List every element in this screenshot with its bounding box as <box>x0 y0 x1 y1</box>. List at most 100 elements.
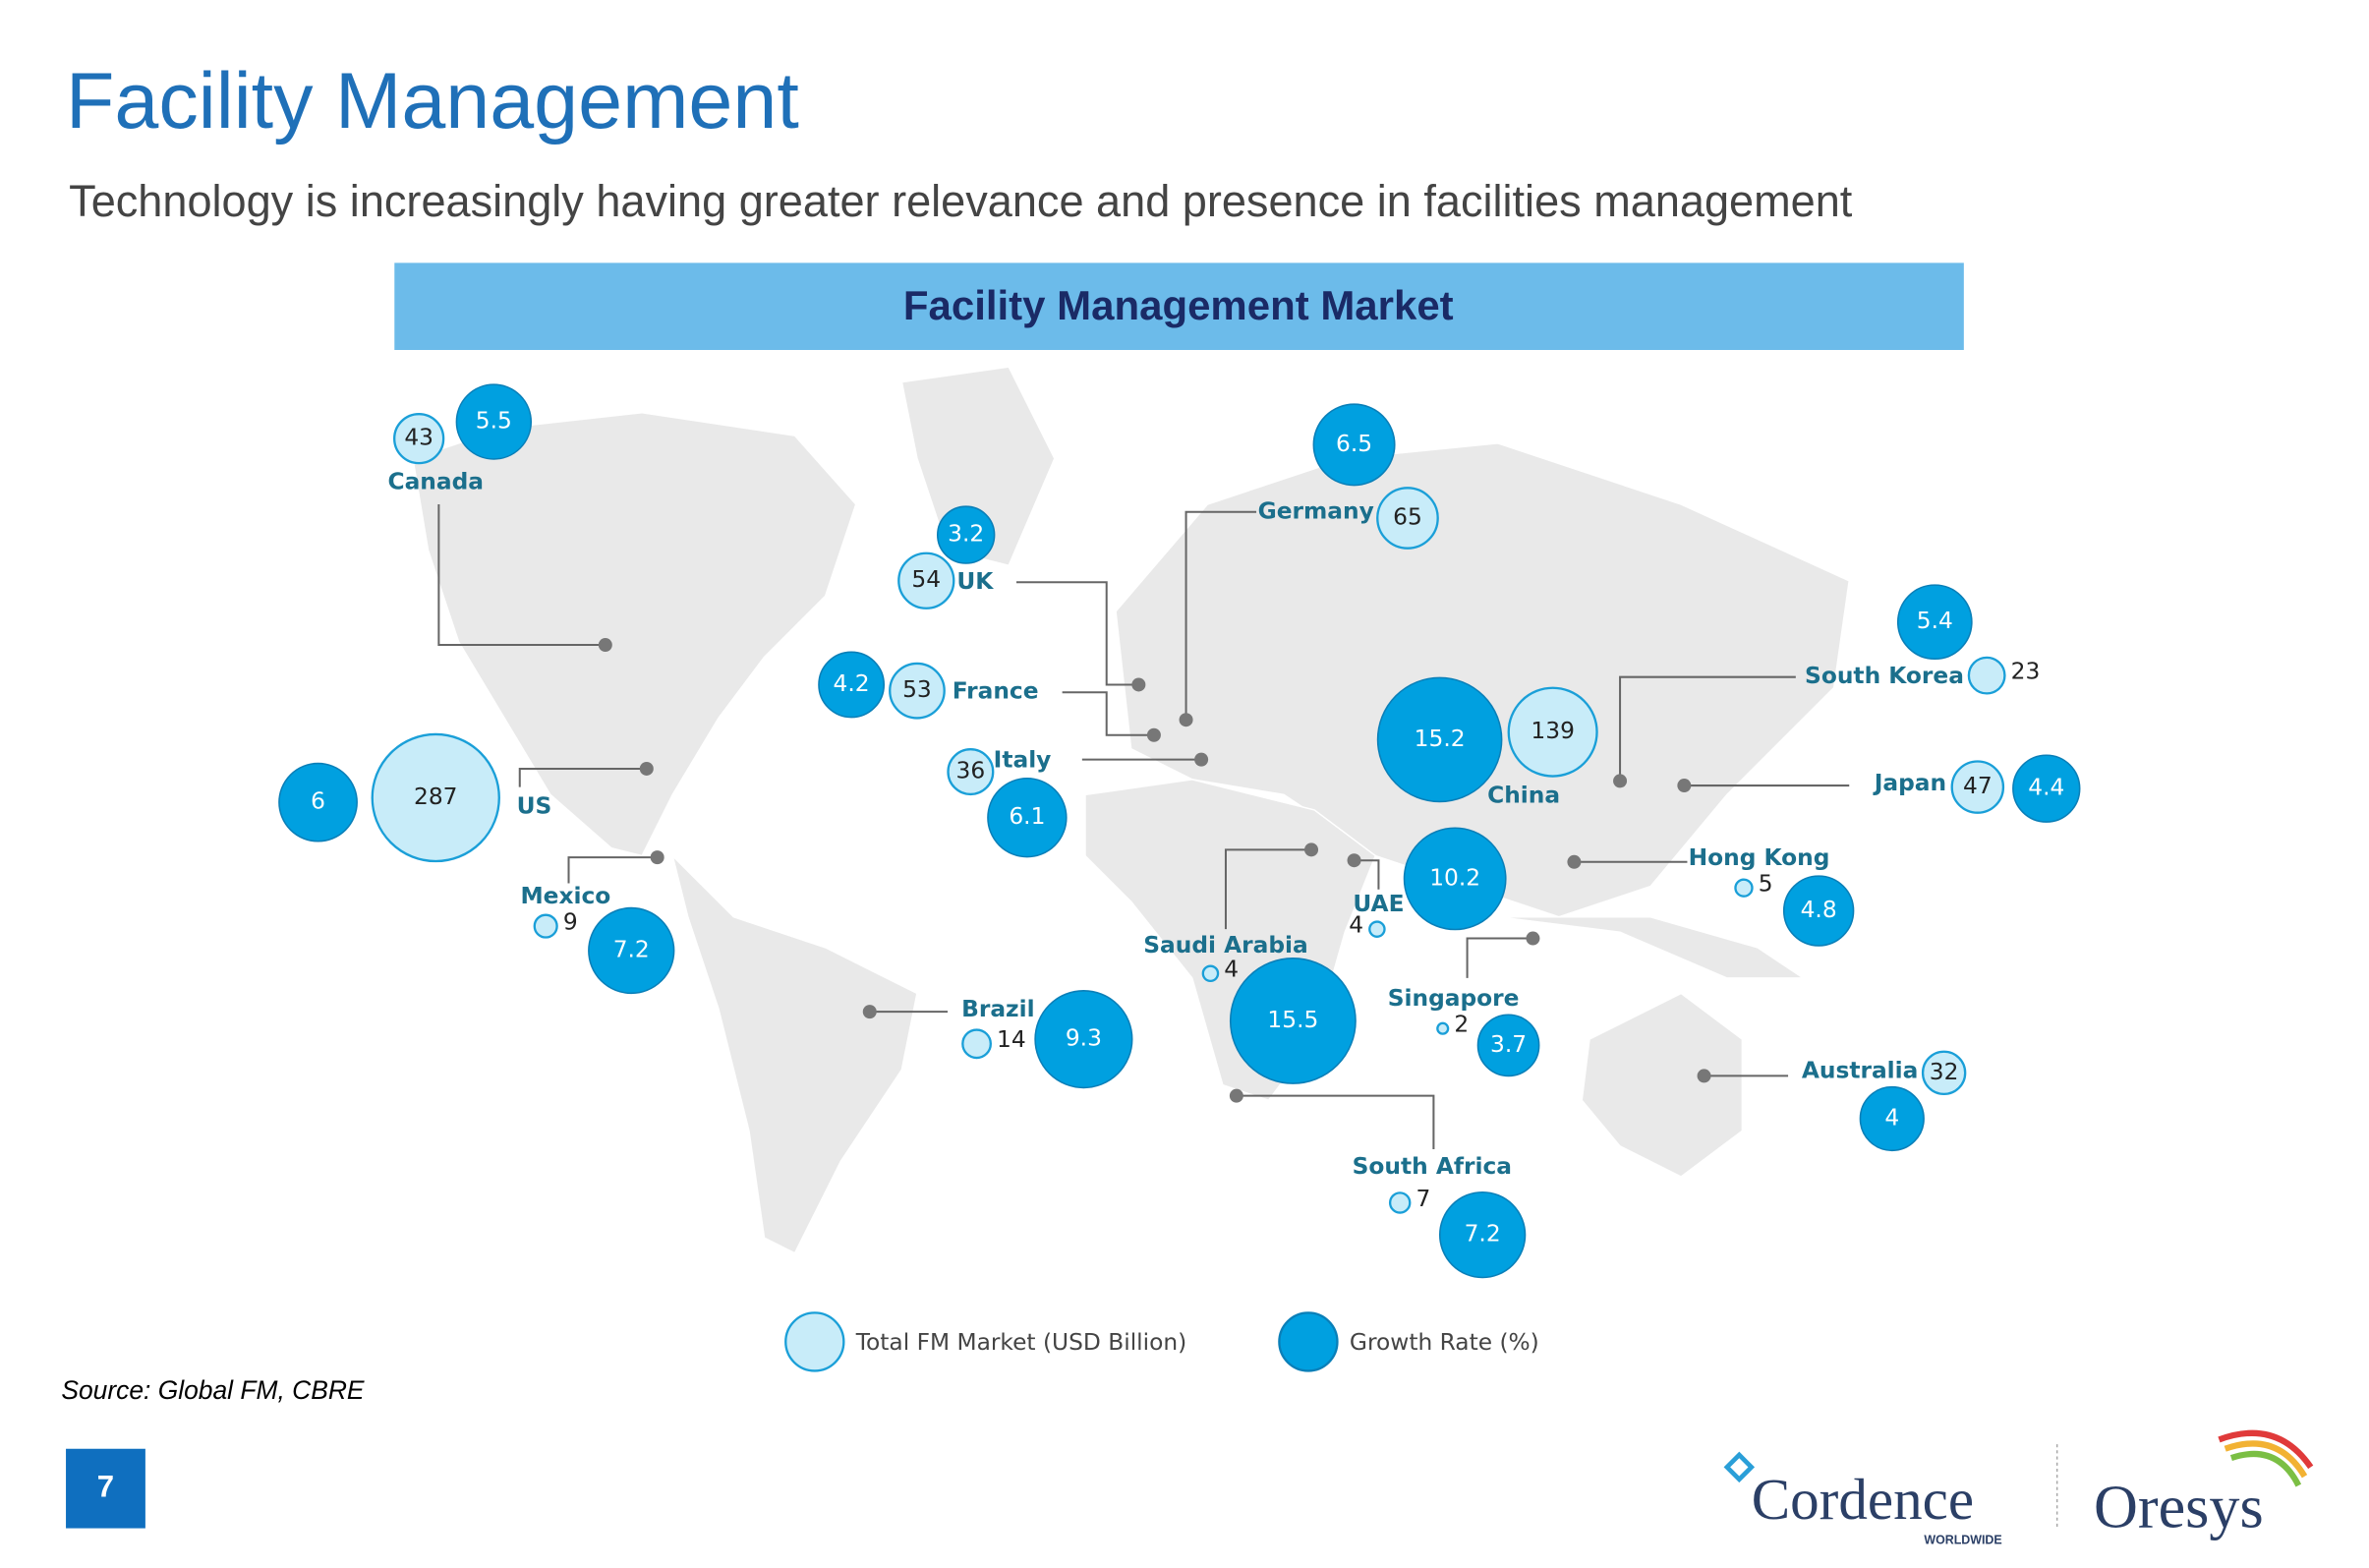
country-label: Germany <box>1258 497 1374 524</box>
worldwide-text: WORLDWIDE <box>1924 1533 2001 1546</box>
market-bubble <box>961 1028 992 1060</box>
growth-bubble <box>987 777 1068 858</box>
country-label: US <box>517 792 552 819</box>
market-bubble <box>1376 487 1439 550</box>
country-label: Italy <box>994 747 1052 774</box>
market-bubble <box>1436 1021 1450 1035</box>
leader-line <box>518 767 647 787</box>
location-dot <box>1194 752 1209 767</box>
legend-swatch <box>784 1311 845 1372</box>
location-dot <box>1526 931 1540 946</box>
location-dot <box>650 850 664 865</box>
market-bubble <box>1388 1191 1412 1214</box>
logo-oresys: Oresys <box>2094 1429 2314 1540</box>
growth-bubble <box>1229 958 1357 1084</box>
growth-label: 3.7 <box>1490 1031 1527 1058</box>
leader-line <box>1236 1094 1435 1150</box>
location-dot <box>598 638 612 653</box>
country-label: Singapore <box>1388 985 1520 1012</box>
growth-label: 3.2 <box>948 521 984 548</box>
country-label: Mexico <box>520 883 610 909</box>
market-bubble <box>393 413 445 465</box>
growth-bubble <box>2012 754 2081 823</box>
leader-line <box>1015 581 1139 686</box>
legend-label: Growth Rate (%) <box>1350 1329 1539 1356</box>
market-bubble <box>897 552 955 610</box>
market-bubble <box>533 913 558 939</box>
country-label: South Korea <box>1805 663 1964 689</box>
market-bubble <box>889 662 946 720</box>
market-label: 54 <box>911 566 941 593</box>
country-label: UAE <box>1353 891 1404 917</box>
market-label: 53 <box>902 676 932 703</box>
market-bubble <box>1201 964 1220 983</box>
market-bubble <box>1967 656 2006 695</box>
location-dot <box>1677 779 1692 793</box>
growth-bubble <box>278 762 358 842</box>
growth-label: 5.5 <box>476 408 512 435</box>
growth-label: 7.2 <box>613 936 650 962</box>
market-label: 47 <box>1963 773 1993 799</box>
leader-line <box>1619 675 1796 782</box>
leader-line <box>567 856 658 884</box>
growth-bubble <box>1859 1085 1925 1152</box>
market-label: 139 <box>1531 718 1574 744</box>
growth-label: 6.5 <box>1336 431 1372 457</box>
leader-line <box>1466 937 1533 978</box>
growth-label: 10.2 <box>1429 864 1480 891</box>
growth-bubble <box>455 383 533 460</box>
growth-label: 5.4 <box>1917 608 1953 634</box>
chart-banner <box>394 262 1964 350</box>
market-bubble <box>947 748 995 796</box>
growth-bubble <box>1034 990 1133 1089</box>
country-label: UK <box>956 568 994 595</box>
title: Facility Management <box>66 57 799 145</box>
location-dot <box>1613 774 1628 788</box>
growth-bubble <box>1476 1014 1540 1077</box>
market-label: 4 <box>1349 912 1363 939</box>
location-dot <box>1347 853 1361 868</box>
market-bubble <box>1507 686 1598 778</box>
leader-line <box>1224 848 1312 930</box>
chart-title: Facility Management Market <box>903 282 1454 328</box>
market-label: 7 <box>1416 1186 1430 1212</box>
page-number: 7 <box>97 1469 114 1503</box>
growth-bubble <box>1403 827 1507 931</box>
country-label: Hong Kong <box>1689 844 1830 871</box>
market-label: 2 <box>1454 1012 1469 1038</box>
growth-bubble <box>1782 875 1855 947</box>
country-label: France <box>953 678 1039 705</box>
growth-label: 6.1 <box>1009 803 1045 830</box>
growth-bubble <box>1896 584 1973 661</box>
leader-line <box>1062 691 1154 736</box>
market-bubble <box>1921 1050 1967 1096</box>
cordence-text: Cordence <box>1752 1467 1974 1532</box>
market-label: 9 <box>563 908 578 935</box>
country-label: Japan <box>1873 770 1946 796</box>
market-bubble <box>1950 760 2005 814</box>
growth-bubble <box>1312 403 1396 487</box>
legend-swatch <box>1278 1311 1339 1372</box>
growth-bubble <box>1438 1191 1527 1279</box>
country-label: Brazil <box>961 996 1034 1022</box>
page-number-box <box>66 1448 145 1529</box>
location-dot <box>862 1005 877 1019</box>
leader-line <box>1354 859 1380 890</box>
country-label: Canada <box>387 469 484 495</box>
growth-label: 9.3 <box>1066 1025 1102 1052</box>
country-label: Saudi Arabia <box>1143 932 1307 958</box>
logo-cordence: Cordence WORLDWIDE <box>1723 1451 2002 1546</box>
oresys-text: Oresys <box>2094 1474 2264 1540</box>
market-bubble <box>1734 878 1754 898</box>
market-bubble <box>1368 920 1386 938</box>
market-label: 65 <box>1393 504 1422 531</box>
location-dot <box>1131 677 1146 692</box>
world-map <box>412 366 1851 1254</box>
market-label: 14 <box>997 1026 1026 1053</box>
location-dot <box>1146 727 1161 742</box>
growth-bubble <box>936 505 996 564</box>
growth-bubble <box>818 651 886 719</box>
country-label: China <box>1487 782 1560 808</box>
